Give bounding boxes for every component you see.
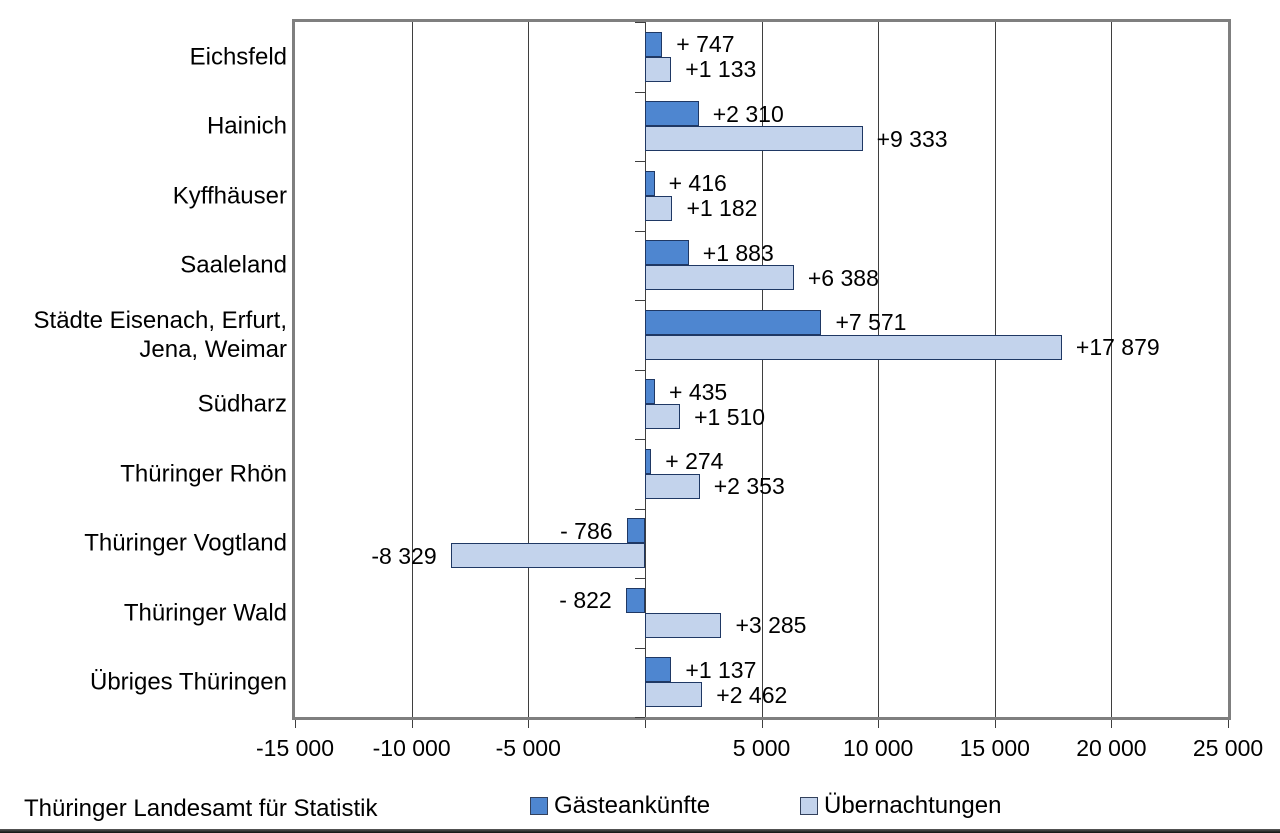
bar-value-label: +6 388 — [807, 264, 879, 291]
bar-value-label: +9 333 — [876, 125, 948, 152]
bar-gaesteankuenfte — [644, 657, 672, 683]
category-label: Saaleland — [180, 251, 287, 279]
category-axis-tick-10 — [634, 717, 645, 718]
bar-value-label: - 786 — [560, 517, 613, 544]
legend-label-gaesteankuenfte: Gästeankünfte — [554, 792, 711, 819]
bar-gaesteankuenfte — [644, 309, 822, 335]
bar-value-label: +1 883 — [702, 239, 774, 266]
bar-value-label: +17 879 — [1075, 334, 1160, 361]
x-axis-tick-5000 — [761, 720, 763, 728]
category-axis-tick-5 — [634, 369, 645, 371]
bar-gaesteankuenfte — [626, 518, 645, 544]
x-axis-tick-0 — [644, 720, 646, 728]
bar-value-label: +2 353 — [713, 473, 785, 500]
gridline--10000 — [411, 22, 413, 717]
x-axis-tick--15000 — [295, 720, 296, 728]
source-credit: Thüringer Landesamt für Statistik — [24, 795, 378, 822]
x-axis-tick--10000 — [411, 720, 413, 728]
x-axis-label-15000: 15 000 — [959, 735, 1030, 761]
bar-value-label: +3 285 — [735, 612, 807, 639]
gridline-5000 — [761, 22, 763, 717]
x-axis-label--15000: -15 000 — [255, 735, 335, 761]
bar-value-label: +1 182 — [686, 195, 758, 222]
legend-item-gaesteankuenfte: Gästeankünfte — [530, 792, 711, 819]
category-axis-tick-1 — [634, 91, 645, 93]
category-axis-tick-7 — [634, 508, 645, 510]
x-axis-tick-15000 — [994, 720, 996, 728]
gridline--5000 — [528, 22, 530, 717]
category-label: Thüringer Wald — [123, 599, 287, 627]
category-axis-tick-0 — [634, 22, 645, 23]
category-axis-tick-2 — [634, 161, 645, 162]
gridline-10000 — [878, 22, 880, 717]
category-axis-tick-8 — [634, 578, 645, 579]
bar-gaesteankuenfte — [644, 101, 699, 127]
legend-swatch-uebernachtungen-icon — [800, 797, 818, 815]
bar-uebernachtungen — [644, 612, 722, 638]
bar-gaesteankuenfte — [644, 379, 656, 405]
gridline-15000 — [994, 22, 996, 717]
bar-gaesteankuenfte — [644, 170, 655, 196]
bar-value-label: -8 329 — [371, 542, 437, 569]
category-label: Übriges Thüringen — [89, 668, 287, 696]
category-label: Eichsfeld — [189, 43, 287, 71]
bar-value-label: + 435 — [669, 378, 728, 405]
bar-uebernachtungen — [644, 56, 672, 82]
bar-value-label: +7 571 — [835, 309, 907, 336]
x-axis-tick-10000 — [878, 720, 880, 728]
legend-label-uebernachtungen: Übernachtungen — [824, 792, 1002, 819]
bar-uebernachtungen — [644, 473, 700, 499]
bar-value-label: + 274 — [665, 448, 724, 475]
bottom-border-strip — [0, 829, 1280, 833]
bar-gaesteankuenfte — [644, 240, 689, 266]
x-axis-label--5000: -5 000 — [495, 735, 561, 761]
bar-value-label: +1 510 — [694, 403, 766, 430]
x-axis-label-25000: 25 000 — [1192, 735, 1264, 761]
bar-uebernachtungen — [644, 126, 863, 152]
x-axis-label--10000: -10 000 — [372, 735, 451, 761]
category-axis-tick-6 — [634, 439, 645, 440]
x-axis-tick--5000 — [528, 720, 530, 728]
x-axis-label-20000: 20 000 — [1076, 735, 1147, 761]
x-axis-label-5000: 5 000 — [732, 735, 791, 761]
bar-value-label: + 416 — [668, 170, 727, 197]
legend-item-uebernachtungen: Übernachtungen — [800, 792, 1002, 819]
x-axis-tick-20000 — [1111, 720, 1113, 728]
category-label: Südharz — [197, 390, 287, 418]
category-label: Städte Eisenach, Erfurt, Jena, Weimar — [33, 306, 287, 363]
category-axis-tick-3 — [634, 230, 645, 232]
x-axis-label-10000: 10 000 — [842, 735, 914, 761]
bar-uebernachtungen — [644, 404, 681, 430]
bar-uebernachtungen — [644, 682, 703, 708]
gridline-20000 — [1111, 22, 1113, 717]
category-axis-tick-4 — [634, 300, 645, 301]
bar-value-label: +2 310 — [712, 100, 784, 127]
category-label: Thüringer Vogtland — [84, 529, 287, 557]
bar-value-label: +1 133 — [685, 56, 757, 83]
bar-uebernachtungen — [644, 334, 1062, 360]
bar-value-label: +1 137 — [685, 656, 757, 683]
category-label: Kyffhäuser — [172, 182, 287, 210]
gridline-0 — [644, 22, 646, 717]
x-axis-tick-25000 — [1228, 720, 1229, 728]
bar-value-label: +2 462 — [716, 681, 788, 708]
bar-gaesteankuenfte — [644, 448, 652, 474]
bar-uebernachtungen — [644, 195, 673, 221]
bar-value-label: + 747 — [676, 31, 735, 58]
category-label: Hainich — [206, 112, 287, 140]
bar-gaesteankuenfte — [625, 587, 645, 613]
category-label: Thüringer Rhön — [120, 460, 287, 488]
bar-gaesteankuenfte — [644, 31, 663, 57]
legend-swatch-gaesteankuenfte-icon — [530, 797, 548, 815]
bar-uebernachtungen — [450, 543, 645, 569]
category-axis-tick-9 — [634, 647, 645, 649]
bar-uebernachtungen — [644, 265, 794, 291]
bar-value-label: - 822 — [559, 587, 612, 614]
